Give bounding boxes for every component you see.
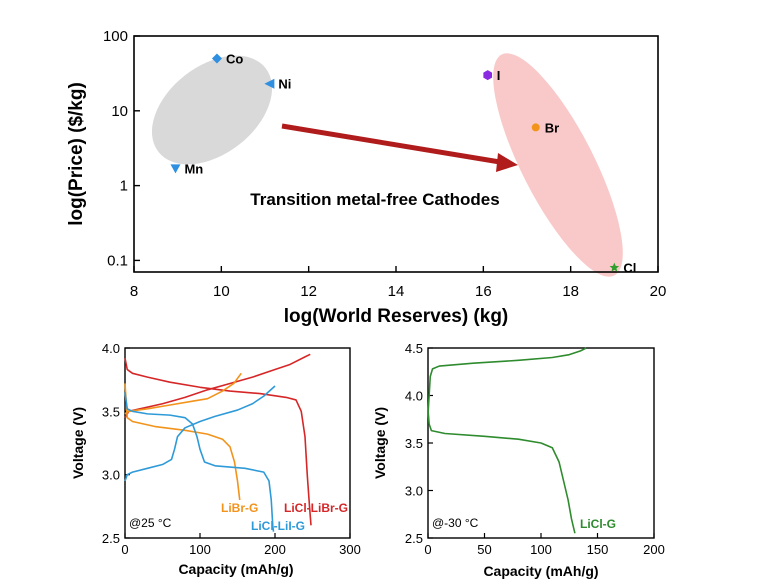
- bl-y-tick-label: 2.5: [102, 531, 120, 546]
- top-y-axis-title: log(Price) ($/kg): [66, 82, 87, 226]
- br-y-tick-label: 3.0: [405, 484, 423, 499]
- point-br-marker: [531, 123, 540, 132]
- point-mn-label: Mn: [184, 161, 203, 176]
- br-x-tick-label: 50: [477, 542, 491, 557]
- top-x-tick-label: 8: [130, 283, 138, 300]
- br-x-tick-label: 100: [530, 542, 552, 557]
- br-condition: @-30 °C: [432, 516, 479, 530]
- br-y-tick-label: 2.5: [405, 531, 423, 546]
- top-x-tick-label: 12: [300, 283, 317, 300]
- top-y-tick-label: 100: [103, 28, 128, 45]
- series-label-licl-g: LiCl-G: [580, 517, 616, 531]
- br-y-tick-label: 4.5: [405, 341, 423, 356]
- bl-plot-frame: [124, 347, 351, 539]
- top-x-tick-label: 10: [213, 283, 230, 300]
- series-label-licl-libr-g: LiCl-LiBr-G: [284, 501, 348, 515]
- top-x-tick-label: 18: [562, 283, 579, 300]
- br-x-axis-title: Capacity (mAh/g): [483, 563, 598, 579]
- metals-region: [151, 55, 273, 165]
- bl-y-axis-title: Voltage (V): [70, 407, 86, 479]
- top-ticks: 8 10 12 14 16 18 20 0.1 1 10 100: [103, 28, 666, 300]
- top-x-tick-label: 14: [388, 283, 405, 300]
- curve-libr-g-discharge: [124, 383, 241, 501]
- series-label-libr-g: LiBr-G: [221, 501, 258, 515]
- bl-y-tick-label: 3.5: [102, 404, 120, 419]
- bl-x-tick-label: 200: [264, 542, 286, 557]
- curve-licl-libr-g-discharge: [124, 357, 312, 526]
- br-y-axis-title: Voltage (V): [372, 407, 388, 479]
- bottom-right-panel: 0 50 100 150 200 2.5 3.0 3.5 4.0 4.5 @-30 °C LiCl…: [372, 341, 665, 579]
- point-ni-marker: [264, 78, 275, 89]
- point-cl-label: Cl: [623, 261, 636, 276]
- bl-x-tick-label: 100: [189, 542, 211, 557]
- top-annotation: Transition metal-free Cathodes: [250, 190, 499, 209]
- point-br-label: Br: [545, 120, 559, 135]
- point-cl-marker: [609, 262, 620, 272]
- curve-licl-g-discharge: [427, 409, 576, 534]
- bl-ticks: 0 100 200 300 2.5 3.0 3.5 4.0: [102, 341, 361, 557]
- bl-x-axis-title: Capacity (mAh/g): [178, 561, 293, 577]
- top-y-tick-label: 10: [111, 103, 128, 120]
- br-ticks: 0 50 100 150 200 2.5 3.0 3.5 4.0 4.5: [405, 341, 665, 557]
- br-x-tick-label: 150: [587, 542, 609, 557]
- br-curves: [427, 347, 587, 534]
- br-x-tick-label: 0: [424, 542, 431, 557]
- point-co-marker: [211, 53, 222, 64]
- bl-y-tick-label: 4.0: [102, 341, 120, 356]
- bl-condition: @25 °C: [129, 516, 172, 530]
- bl-curves: [124, 353, 312, 532]
- bl-x-tick-label: 300: [339, 542, 361, 557]
- top-x-axis-title: log(World Reserves) (kg): [284, 306, 509, 327]
- trend-arrow: [281, 123, 507, 166]
- br-y-tick-label: 3.5: [405, 436, 423, 451]
- curve-licl-lii-g-charge: [124, 385, 276, 482]
- trend-arrowhead: [496, 153, 518, 172]
- bl-x-tick-label: 0: [121, 542, 128, 557]
- series-label-licl-lil-g: LiCl-LiI-G: [251, 519, 305, 533]
- bottom-left-panel: 0 100 200 300 2.5 3.0 3.5 4.0 @25 °C LiCl-LiBr-…: [70, 341, 361, 577]
- curve-licl-libr-g-charge: [124, 353, 311, 419]
- curve-licl-g-charge: [427, 347, 587, 415]
- top-points: Co Ni Mn I Br Cl: [170, 52, 636, 276]
- point-co-label: Co: [226, 52, 243, 67]
- top-x-tick-label: 16: [475, 283, 492, 300]
- top-y-tick-label: 1: [120, 178, 128, 195]
- point-i-marker: [483, 70, 493, 81]
- curve-libr-g-charge: [124, 372, 242, 415]
- top-panel: 8 10 12 14 16 18 20 0.1 1 10 100 Co Ni Mn I Br Cl Trans…: [66, 28, 666, 327]
- halogens-region: [493, 53, 623, 277]
- top-x-tick-label: 20: [650, 283, 667, 300]
- point-ni-label: Ni: [278, 77, 291, 92]
- br-x-tick-label: 200: [643, 542, 665, 557]
- curve-licl-lii-g-discharge: [124, 392, 275, 532]
- point-mn-marker: [170, 164, 181, 174]
- point-i-label: I: [497, 68, 501, 83]
- br-y-tick-label: 4.0: [405, 389, 423, 404]
- top-y-tick-label: 0.1: [107, 252, 128, 269]
- bl-y-tick-label: 3.0: [102, 468, 120, 483]
